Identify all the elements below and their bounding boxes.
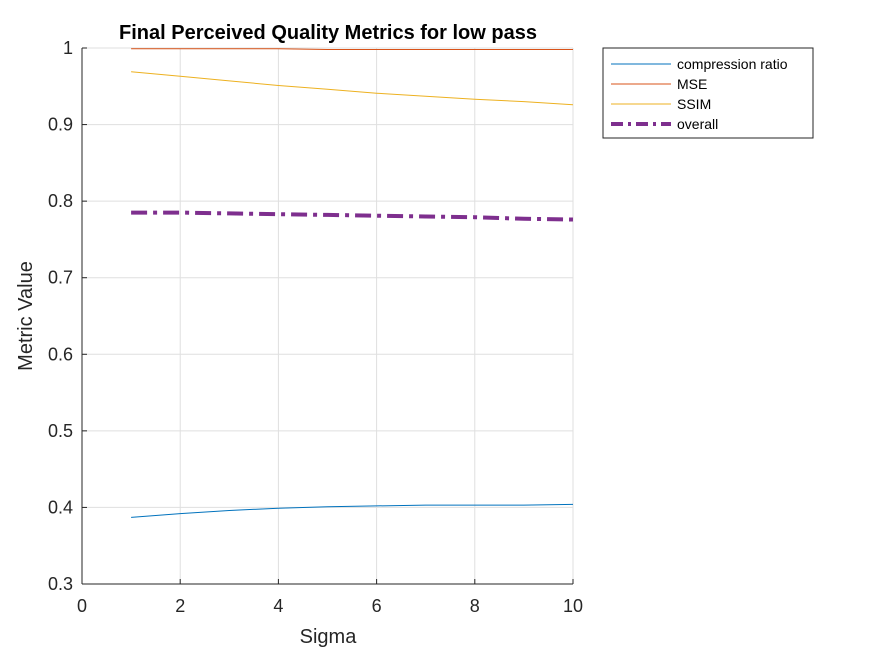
y-tick-label: 0.5 bbox=[48, 421, 73, 441]
y-axis-title: Metric Value bbox=[15, 261, 37, 371]
series-line-mse bbox=[131, 48, 573, 50]
grid bbox=[81, 47, 574, 585]
y-tick-label: 0.8 bbox=[48, 191, 73, 211]
legend-label: MSE bbox=[677, 76, 707, 92]
legend-label: overall bbox=[677, 116, 718, 132]
axes bbox=[81, 47, 574, 585]
series-lines bbox=[131, 48, 574, 518]
x-tick-label: 4 bbox=[273, 596, 283, 616]
plot-area bbox=[82, 48, 573, 584]
x-tick-label: 6 bbox=[372, 596, 382, 616]
legend-label: compression ratio bbox=[677, 56, 788, 72]
y-tick-label: 0.3 bbox=[48, 574, 73, 594]
legend-label: SSIM bbox=[677, 96, 711, 112]
x-axis-title: Sigma bbox=[300, 626, 358, 648]
x-tick-label: 10 bbox=[563, 596, 583, 616]
x-tick-label: 0 bbox=[77, 596, 87, 616]
series-line-compression-ratio bbox=[131, 503, 574, 518]
chart-title: Final Perceived Quality Metrics for low … bbox=[119, 22, 537, 44]
series-line-overall bbox=[131, 210, 574, 222]
legend: compression ratio MSE SSIM overall bbox=[602, 47, 814, 139]
series-line-ssim bbox=[131, 71, 574, 106]
x-tick-label: 8 bbox=[470, 596, 480, 616]
y-tick-label: 1 bbox=[63, 38, 73, 58]
y-tick-label: 0.9 bbox=[48, 115, 73, 135]
y-tick-label: 0.4 bbox=[48, 497, 73, 517]
x-tick-label: 2 bbox=[175, 596, 185, 616]
y-tick-label: 0.7 bbox=[48, 268, 73, 288]
tick-labels: 0 2 4 6 8 10 0.3 0.4 0.5 0.6 0.7 0.8 0.9 1 bbox=[48, 38, 583, 616]
y-tick-label: 0.6 bbox=[48, 344, 73, 364]
